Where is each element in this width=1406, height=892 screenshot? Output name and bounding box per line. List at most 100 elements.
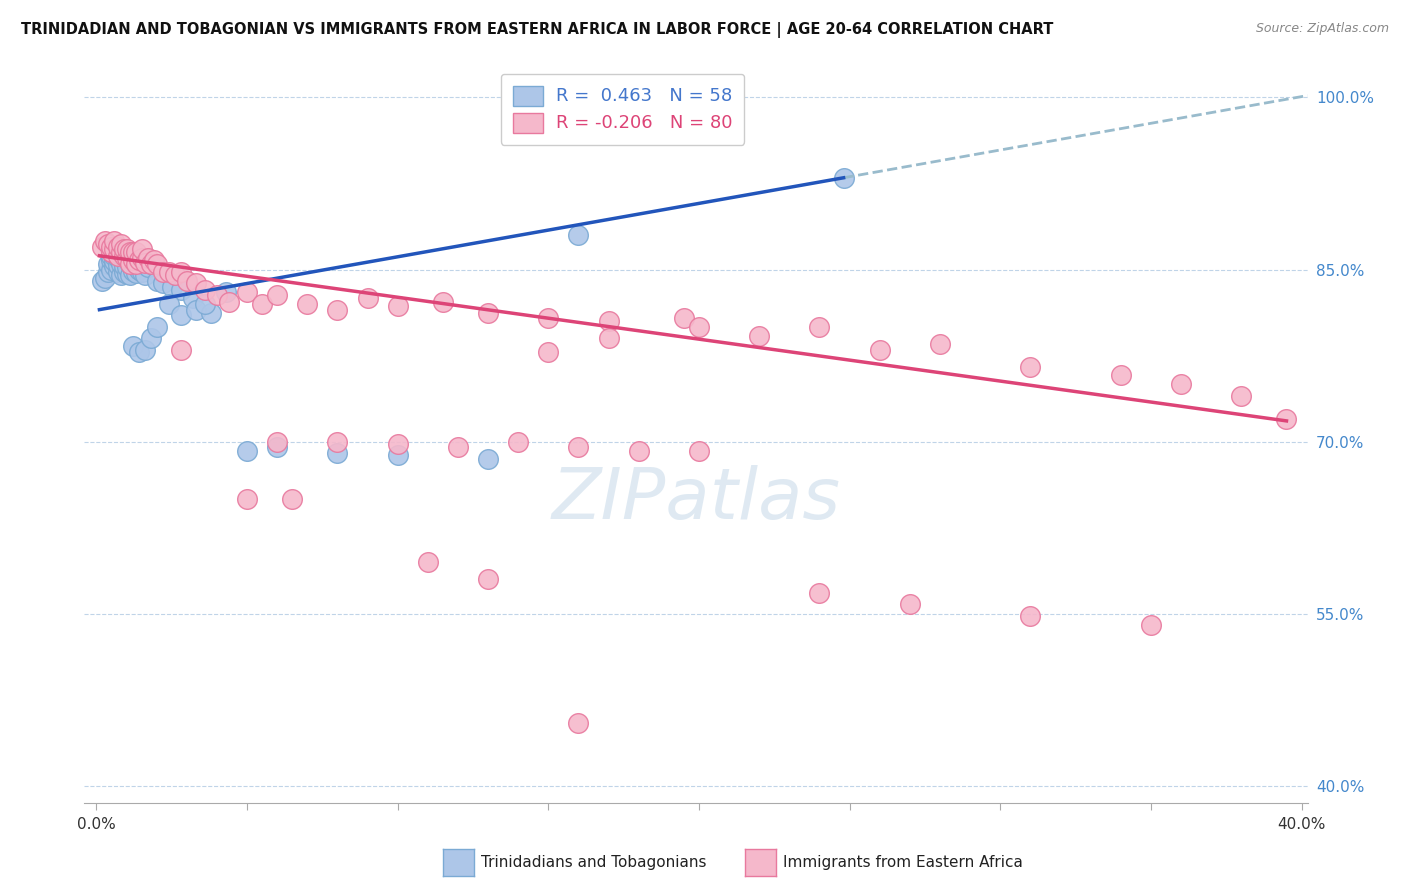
Point bbox=[688, 319, 710, 334]
Point bbox=[118, 245, 141, 260]
Point bbox=[121, 263, 143, 277]
Point bbox=[170, 283, 193, 297]
Point bbox=[124, 245, 146, 260]
Point bbox=[118, 268, 141, 283]
Point bbox=[94, 234, 117, 248]
Point bbox=[808, 586, 831, 600]
Point bbox=[134, 255, 156, 269]
Point bbox=[124, 266, 146, 280]
Point bbox=[387, 437, 409, 451]
Point bbox=[748, 329, 770, 343]
Point bbox=[103, 242, 125, 256]
Legend: R =  0.463   N = 58, R = -0.206   N = 80: R = 0.463 N = 58, R = -0.206 N = 80 bbox=[501, 74, 744, 145]
Point bbox=[184, 302, 207, 317]
Point bbox=[131, 242, 153, 256]
Point bbox=[1109, 368, 1132, 382]
Point bbox=[447, 440, 470, 454]
Point bbox=[326, 434, 349, 449]
Point bbox=[170, 343, 193, 357]
Point bbox=[128, 262, 150, 277]
Point bbox=[118, 249, 141, 263]
Point bbox=[929, 337, 952, 351]
Point bbox=[205, 287, 228, 301]
Point bbox=[118, 257, 141, 271]
Point bbox=[112, 265, 135, 279]
Point bbox=[131, 255, 153, 269]
Point bbox=[1230, 389, 1253, 403]
Point bbox=[121, 339, 143, 353]
Point bbox=[537, 310, 560, 325]
Point bbox=[672, 310, 695, 325]
Point bbox=[477, 306, 499, 320]
Point bbox=[152, 265, 174, 279]
Point bbox=[103, 234, 125, 248]
Point bbox=[118, 257, 141, 271]
Point bbox=[112, 242, 135, 256]
Point bbox=[152, 277, 174, 291]
Point bbox=[145, 274, 167, 288]
Point bbox=[160, 279, 183, 293]
Point bbox=[356, 291, 378, 305]
Point bbox=[1275, 411, 1298, 425]
Point bbox=[688, 443, 710, 458]
Point bbox=[281, 491, 304, 506]
Point bbox=[91, 274, 114, 288]
Point bbox=[181, 291, 204, 305]
Text: Source: ZipAtlas.com: Source: ZipAtlas.com bbox=[1256, 22, 1389, 36]
Point bbox=[97, 265, 120, 279]
Point bbox=[139, 331, 162, 345]
Point bbox=[1140, 618, 1163, 632]
Point bbox=[215, 285, 238, 300]
Point bbox=[112, 249, 135, 263]
Point bbox=[112, 251, 135, 265]
Point bbox=[100, 249, 122, 263]
Point bbox=[142, 253, 165, 268]
Point bbox=[103, 254, 125, 268]
Point bbox=[103, 249, 125, 263]
Point bbox=[121, 245, 143, 260]
Point bbox=[121, 253, 143, 268]
Point bbox=[326, 446, 349, 460]
Point bbox=[139, 257, 162, 271]
Point bbox=[567, 715, 589, 730]
Point bbox=[139, 257, 162, 271]
Text: Trinidadians and Tobagonians: Trinidadians and Tobagonians bbox=[481, 855, 706, 870]
Point bbox=[157, 297, 180, 311]
Point bbox=[266, 434, 288, 449]
Point bbox=[898, 598, 921, 612]
Point bbox=[145, 257, 167, 271]
Point bbox=[124, 251, 146, 265]
Point bbox=[432, 294, 454, 309]
Point bbox=[236, 443, 259, 458]
Point bbox=[107, 265, 129, 279]
Point bbox=[115, 251, 138, 265]
Point bbox=[266, 287, 288, 301]
Point bbox=[115, 267, 138, 281]
Point bbox=[97, 237, 120, 252]
Point bbox=[136, 251, 159, 265]
Point bbox=[266, 440, 288, 454]
Point bbox=[200, 306, 222, 320]
Point bbox=[103, 259, 125, 273]
Point bbox=[477, 451, 499, 466]
Point bbox=[567, 440, 589, 454]
Text: Immigrants from Eastern Africa: Immigrants from Eastern Africa bbox=[783, 855, 1024, 870]
Point bbox=[121, 253, 143, 268]
Point bbox=[134, 268, 156, 283]
Point bbox=[194, 297, 217, 311]
Point bbox=[598, 331, 620, 345]
Point bbox=[184, 277, 207, 291]
Point bbox=[250, 297, 273, 311]
Point bbox=[326, 302, 349, 317]
Point bbox=[100, 245, 122, 260]
Point bbox=[110, 249, 132, 263]
Point bbox=[134, 343, 156, 357]
Text: ZIPatlas: ZIPatlas bbox=[551, 465, 841, 533]
Point bbox=[627, 443, 650, 458]
Point bbox=[115, 251, 138, 265]
Point bbox=[110, 257, 132, 271]
Text: TRINIDADIAN AND TOBAGONIAN VS IMMIGRANTS FROM EASTERN AFRICA IN LABOR FORCE | AG: TRINIDADIAN AND TOBAGONIAN VS IMMIGRANTS… bbox=[21, 22, 1053, 38]
Point bbox=[387, 448, 409, 462]
Point bbox=[387, 299, 409, 313]
Point bbox=[97, 257, 120, 271]
